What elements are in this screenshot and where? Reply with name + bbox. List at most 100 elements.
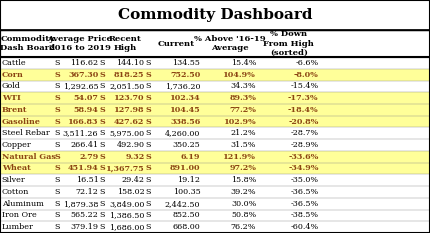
Text: S: S <box>146 211 151 219</box>
Text: 379.19: 379.19 <box>71 223 98 231</box>
Text: 102.34: 102.34 <box>170 94 200 102</box>
Text: S: S <box>55 118 61 126</box>
Text: 4,260.00: 4,260.00 <box>165 129 200 137</box>
Text: 104.9%: 104.9% <box>224 71 256 79</box>
Bar <box>0 174 430 186</box>
Bar <box>0 0 430 30</box>
Text: 266.41: 266.41 <box>71 141 98 149</box>
Text: S: S <box>55 129 60 137</box>
Text: -36.5%: -36.5% <box>290 188 319 196</box>
Text: 668.00: 668.00 <box>172 223 200 231</box>
Text: 752.50: 752.50 <box>170 71 200 79</box>
Bar <box>0 92 430 104</box>
Text: S: S <box>55 188 60 196</box>
Text: 1,879.38: 1,879.38 <box>63 200 98 208</box>
Text: 818.25: 818.25 <box>114 71 144 79</box>
Text: 891.00: 891.00 <box>170 164 200 172</box>
Text: -28.9%: -28.9% <box>290 141 319 149</box>
Text: Aluminum: Aluminum <box>2 200 43 208</box>
Text: % Above '16-19
Average: % Above '16-19 Average <box>194 35 265 52</box>
Text: Current: Current <box>158 40 195 48</box>
Text: Silver: Silver <box>2 176 25 184</box>
Text: S: S <box>99 106 105 114</box>
Text: 72.12: 72.12 <box>76 188 98 196</box>
Text: -28.7%: -28.7% <box>291 129 319 137</box>
Text: S: S <box>146 176 151 184</box>
Text: 1,386.50: 1,386.50 <box>109 211 144 219</box>
Text: -35.0%: -35.0% <box>291 176 319 184</box>
Text: 492.90: 492.90 <box>117 141 144 149</box>
Text: S: S <box>55 106 61 114</box>
Text: S: S <box>55 71 61 79</box>
Text: 166.83: 166.83 <box>68 118 98 126</box>
Text: 123.70: 123.70 <box>114 94 144 102</box>
Bar <box>0 30 430 57</box>
Text: 127.98: 127.98 <box>114 106 144 114</box>
Text: S: S <box>146 200 151 208</box>
Text: S: S <box>99 153 105 161</box>
Text: 15.8%: 15.8% <box>231 176 256 184</box>
Text: S: S <box>100 129 105 137</box>
Text: S: S <box>100 223 105 231</box>
Text: 144.10: 144.10 <box>117 59 144 67</box>
Text: Copper: Copper <box>2 141 31 149</box>
Text: -6.6%: -6.6% <box>295 59 319 67</box>
Text: S: S <box>100 82 105 90</box>
Text: Wheat: Wheat <box>2 164 31 172</box>
Text: 29.42: 29.42 <box>122 176 144 184</box>
Text: 3,849.00: 3,849.00 <box>109 200 144 208</box>
Text: 21.2%: 21.2% <box>230 129 256 137</box>
Text: S: S <box>99 118 105 126</box>
Text: 39.2%: 39.2% <box>230 188 256 196</box>
Text: 121.9%: 121.9% <box>223 153 256 161</box>
Text: -20.8%: -20.8% <box>288 118 319 126</box>
Text: 367.30: 367.30 <box>68 71 98 79</box>
Text: WTI: WTI <box>2 94 21 102</box>
Text: S: S <box>55 211 60 219</box>
Text: S: S <box>55 94 61 102</box>
Text: 54.07: 54.07 <box>74 94 98 102</box>
Bar <box>0 163 430 174</box>
Text: 31.5%: 31.5% <box>231 141 256 149</box>
Bar <box>0 221 430 233</box>
Text: S: S <box>145 153 151 161</box>
Text: 102.9%: 102.9% <box>224 118 256 126</box>
Text: -15.4%: -15.4% <box>290 82 319 90</box>
Text: 2,051.50: 2,051.50 <box>109 82 144 90</box>
Text: S: S <box>146 59 151 67</box>
Bar <box>0 198 430 209</box>
Text: S: S <box>146 141 151 149</box>
Text: S: S <box>100 59 105 67</box>
Text: S: S <box>145 164 151 172</box>
Text: Brent: Brent <box>2 106 27 114</box>
Text: S: S <box>55 82 60 90</box>
Text: 350.25: 350.25 <box>172 141 200 149</box>
Text: Iron Ore: Iron Ore <box>2 211 37 219</box>
Text: 2,442.50: 2,442.50 <box>165 200 200 208</box>
Text: S: S <box>145 118 151 126</box>
Text: -36.5%: -36.5% <box>290 200 319 208</box>
Bar <box>0 57 430 69</box>
Text: 1,686.00: 1,686.00 <box>109 223 144 231</box>
Bar <box>0 116 430 127</box>
Text: S: S <box>145 94 151 102</box>
Text: 565.22: 565.22 <box>71 211 98 219</box>
Text: S: S <box>99 164 105 172</box>
Text: S: S <box>145 71 151 79</box>
Text: Cotton: Cotton <box>2 188 29 196</box>
Text: 427.62: 427.62 <box>114 118 144 126</box>
Text: 16.51: 16.51 <box>76 176 98 184</box>
Text: S: S <box>99 94 105 102</box>
Text: -60.4%: -60.4% <box>290 223 319 231</box>
Text: S: S <box>55 59 60 67</box>
Bar <box>0 81 430 92</box>
Text: 1,367.75: 1,367.75 <box>106 164 144 172</box>
Bar <box>0 139 430 151</box>
Bar <box>0 151 430 163</box>
Text: 104.45: 104.45 <box>169 106 200 114</box>
Text: S: S <box>55 223 60 231</box>
Text: S: S <box>55 153 61 161</box>
Text: 19.12: 19.12 <box>178 176 200 184</box>
Text: S: S <box>145 106 151 114</box>
Text: S: S <box>146 188 151 196</box>
